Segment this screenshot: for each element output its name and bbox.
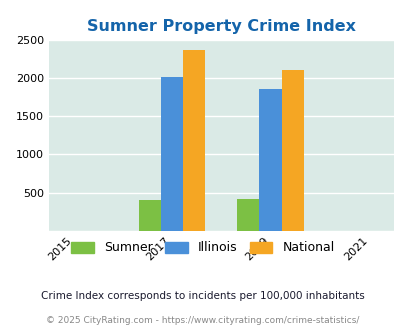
Bar bbox=[259, 89, 281, 231]
Bar bbox=[160, 77, 183, 231]
Bar bbox=[183, 50, 205, 231]
Title: Sumner Property Crime Index: Sumner Property Crime Index bbox=[87, 19, 355, 34]
Bar bbox=[139, 200, 160, 231]
Text: Crime Index corresponds to incidents per 100,000 inhabitants: Crime Index corresponds to incidents per… bbox=[41, 291, 364, 301]
Bar bbox=[237, 199, 259, 231]
Legend: Sumner, Illinois, National: Sumner, Illinois, National bbox=[66, 236, 339, 259]
Bar bbox=[281, 70, 303, 231]
Text: © 2025 CityRating.com - https://www.cityrating.com/crime-statistics/: © 2025 CityRating.com - https://www.city… bbox=[46, 316, 359, 325]
